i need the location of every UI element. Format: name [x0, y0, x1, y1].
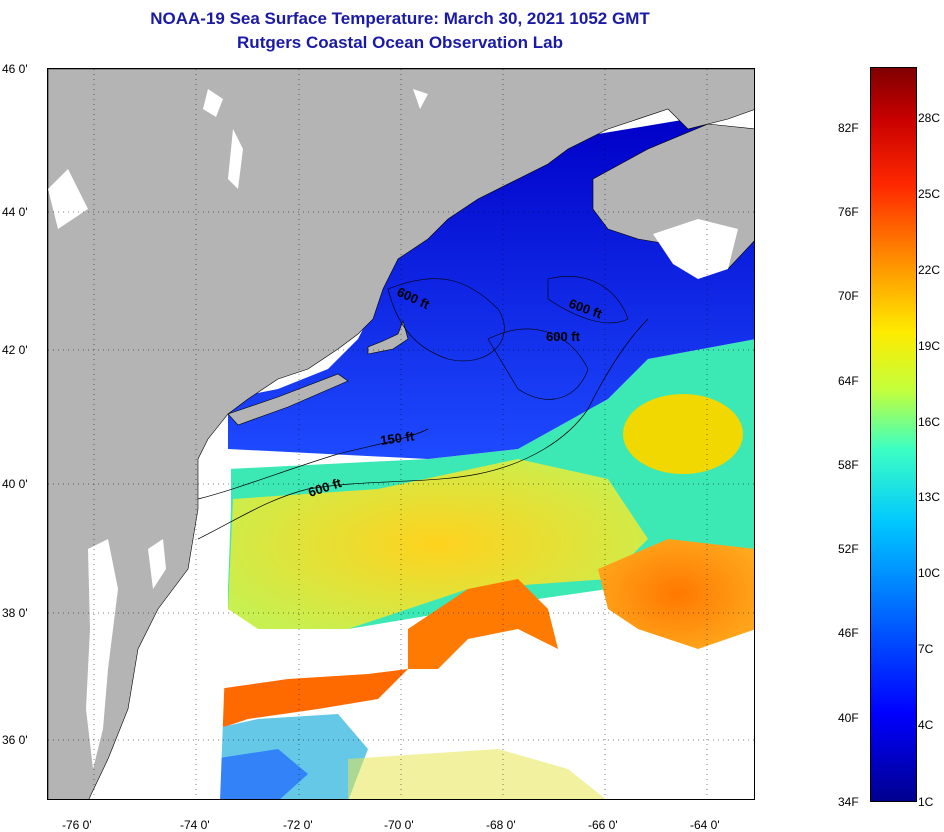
delaware-bay [148, 539, 166, 589]
colorbar-f-76: 76F [838, 205, 859, 219]
jordan-basin-contour [547, 276, 629, 324]
colorbar-c-4: 4C [918, 718, 934, 732]
lon-label-64: -64 0' [690, 818, 720, 832]
colorbar-c-7: 7C [918, 642, 934, 656]
sst-map: 600 ft 600 ft 600 ft 150 ft 600 ft [47, 68, 755, 800]
south-speckles [348, 749, 606, 799]
lon-label-70: -70 0' [384, 818, 414, 832]
georges-basin-contour [387, 278, 505, 362]
colorbar-c-28: 28C [918, 111, 941, 125]
cape-cod [367, 320, 409, 355]
lon-label-76: -76 0' [62, 818, 92, 832]
swath-gap [198, 451, 231, 799]
colorbar-c-1: 1C [918, 795, 934, 809]
shelf-break-contour [197, 318, 649, 540]
colorbar-c-10: 10C [918, 566, 941, 580]
lat-lon-grid [48, 69, 754, 799]
lake-champlain-area [48, 169, 88, 229]
colorbar-f-46: 46F [838, 626, 859, 640]
nova-scotia-clouds [653, 219, 738, 279]
contour-label-600ft-3: 600 ft [546, 329, 581, 344]
lat-label-38: 38 0' [2, 606, 28, 620]
colorbar-f-70: 70F [838, 289, 859, 303]
colorbar-f-82: 82F [838, 121, 859, 135]
mainland [48, 69, 754, 799]
lon-label-74: -74 0' [180, 818, 210, 832]
gulf-stream-south [218, 669, 408, 729]
colorbar-f-40: 40F [838, 711, 859, 725]
colorbar-c-13: 13C [918, 490, 941, 504]
inland-lake-1 [203, 89, 223, 117]
warm-water-band [228, 459, 648, 629]
lat-label-44: 44 0' [2, 205, 28, 219]
lon-label-66: -66 0' [588, 818, 618, 832]
temperature-colorbar [870, 67, 917, 802]
colorbar-f-52: 52F [838, 542, 859, 556]
sw-cold-patch [206, 749, 308, 799]
lat-label-42: 42 0' [2, 343, 28, 357]
contour-label-150ft: 150 ft [379, 428, 415, 448]
colorbar-f-34: 34F [838, 795, 859, 809]
gulf-stream-west [408, 579, 558, 669]
colorbar-c-19: 19C [918, 339, 941, 353]
lat-label-40: 40 0' [2, 477, 28, 491]
map-title: NOAA-19 Sea Surface Temperature: March 3… [150, 9, 650, 28]
colorbar-f-58: 58F [838, 458, 859, 472]
chesapeake-bay [86, 539, 118, 769]
warm-eddy-east [623, 394, 743, 474]
shallow-contour [197, 428, 429, 500]
map-subtitle: Rutgers Coastal Ocean Observation Lab [237, 33, 563, 52]
colorbar-c-16: 16C [918, 415, 941, 429]
gulf-stream-east [598, 539, 754, 649]
colorbar-c-25: 25C [918, 187, 941, 201]
inland-lake-2 [228, 129, 243, 189]
lat-label-46: 46 0' [2, 62, 28, 76]
lon-label-68: -68 0' [486, 818, 516, 832]
lat-label-36: 36 0' [2, 733, 28, 747]
long-island [227, 373, 349, 426]
colorbar-f-64: 64F [838, 374, 859, 388]
inland-lake-3 [413, 89, 428, 109]
colorbar-c-22: 22C [918, 263, 941, 277]
lon-label-72: -72 0' [283, 818, 313, 832]
